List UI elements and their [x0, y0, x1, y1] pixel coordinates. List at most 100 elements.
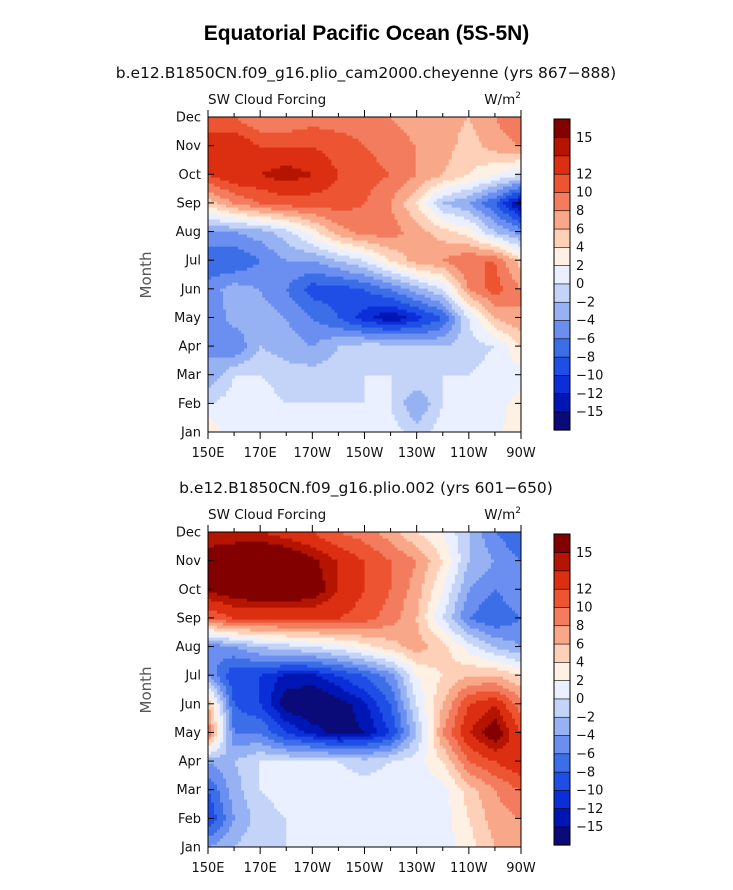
heatmap-cell: [349, 255, 372, 259]
heatmap-cell: [472, 835, 492, 839]
heatmap-cell: [406, 198, 420, 202]
heatmap-cell: [511, 712, 521, 716]
heatmap-cell: [232, 282, 239, 286]
heatmap-cell: [277, 192, 311, 196]
heatmap-cell: [217, 667, 230, 671]
heatmap-cell: [208, 138, 251, 142]
heatmap-cell: [274, 387, 366, 391]
heatmap-cell: [277, 393, 366, 397]
heatmap-cell: [376, 264, 390, 268]
heatmap-cell: [517, 706, 521, 710]
heatmap-cell: [481, 189, 498, 193]
heatmap-cell: [517, 261, 521, 265]
heatmap-cell: [403, 204, 420, 208]
heatmap-cell: [295, 724, 320, 728]
heatmap-cell: [337, 174, 390, 178]
heatmap-cell: [439, 225, 468, 229]
heatmap-cell: [442, 201, 471, 205]
heatmap-cell: [310, 225, 326, 229]
heatmap-cell: [208, 255, 257, 259]
heatmap-cell: [208, 781, 215, 785]
heatmap-cell: [472, 333, 492, 337]
heatmap-cell: [484, 814, 516, 818]
heatmap-cell: [424, 757, 441, 761]
heatmap-cell: [337, 568, 366, 572]
heatmap-cell: [457, 312, 465, 316]
heatmap-cell: [337, 177, 384, 181]
heatmap-cell: [403, 402, 432, 406]
heatmap-cell: [454, 697, 465, 701]
heatmap-cell: [412, 709, 420, 713]
heatmap-cell: [472, 643, 492, 647]
heatmap-cell: [445, 541, 459, 545]
heatmap-cell: [511, 715, 521, 719]
heatmap-cell: [208, 808, 215, 812]
heatmap-cell: [208, 724, 212, 728]
heatmap-cell: [463, 309, 471, 313]
heatmap-cell: [364, 688, 381, 692]
colorbar-swatch: [553, 374, 571, 395]
heatmap-cell: [439, 565, 450, 569]
panel-top: b.e12.B1850CN.f09_g16.plio_cam2000.cheye…: [116, 64, 616, 461]
heatmap-cell: [229, 670, 278, 674]
heatmap-cell: [415, 171, 444, 175]
heatmap-cell: [397, 703, 405, 707]
heatmap-cell: [265, 721, 278, 725]
heatmap-cell: [358, 556, 387, 560]
heatmap-cell: [517, 264, 521, 268]
heatmap-cell: [208, 291, 224, 295]
heatmap-cell: [370, 649, 396, 653]
heatmap-cell: [451, 637, 465, 641]
heatmap-cell: [427, 189, 441, 193]
heatmap-cell: [508, 189, 521, 193]
heatmap-cell: [493, 844, 521, 847]
heatmap-cell: [385, 658, 402, 662]
heatmap-cell: [421, 685, 438, 689]
heatmap-cell: [208, 390, 227, 394]
heatmap-cell: [490, 565, 521, 569]
heatmap-cell: [481, 141, 516, 145]
heatmap-cell: [484, 733, 504, 737]
heatmap-cell: [457, 709, 468, 713]
heatmap-cell: [229, 682, 260, 686]
heatmap-cell: [463, 628, 480, 632]
colorbar-swatch: [553, 411, 571, 431]
heatmap-cell: [445, 607, 456, 611]
heatmap-cell: [508, 730, 521, 734]
heatmap-cell: [445, 186, 474, 190]
heatmap-cell: [208, 757, 239, 761]
heatmap-cell: [409, 138, 459, 142]
heatmap-cell: [208, 306, 224, 310]
heatmap-cell: [385, 733, 396, 737]
heatmap-cell: [493, 841, 521, 845]
heatmap-cell: [211, 198, 230, 202]
heatmap-cell: [316, 655, 351, 659]
heatmap-cell: [475, 787, 495, 791]
heatmap-cell: [322, 577, 339, 581]
heatmap-cell: [352, 703, 369, 707]
heatmap-cell: [226, 697, 230, 701]
heatmap-cell: [319, 246, 339, 250]
heatmap-cell: [484, 213, 498, 217]
heatmap-cell: [442, 294, 450, 298]
heatmap-cell: [436, 727, 444, 731]
heatmap-cell: [376, 234, 399, 238]
heatmap-cell: [274, 739, 302, 743]
heatmap-cell: [445, 267, 459, 271]
heatmap-cell: [352, 682, 375, 686]
heatmap-cell: [232, 742, 251, 746]
heatmap-cell: [517, 225, 521, 229]
heatmap-cell: [208, 318, 227, 322]
heatmap-cell: [313, 297, 396, 301]
heatmap-cell: [469, 589, 495, 593]
heatmap-cell: [457, 279, 468, 283]
heatmap-cell: [439, 601, 450, 605]
heatmap-cell: [379, 312, 399, 316]
heatmap-cell: [448, 553, 462, 557]
heatmap-cell: [439, 736, 447, 740]
heatmap-cell: [427, 736, 435, 740]
heatmap-cell: [451, 291, 459, 295]
heatmap-cell: [226, 318, 287, 322]
heatmap-cell: [373, 682, 390, 686]
colorbar-label: 15: [576, 131, 593, 146]
